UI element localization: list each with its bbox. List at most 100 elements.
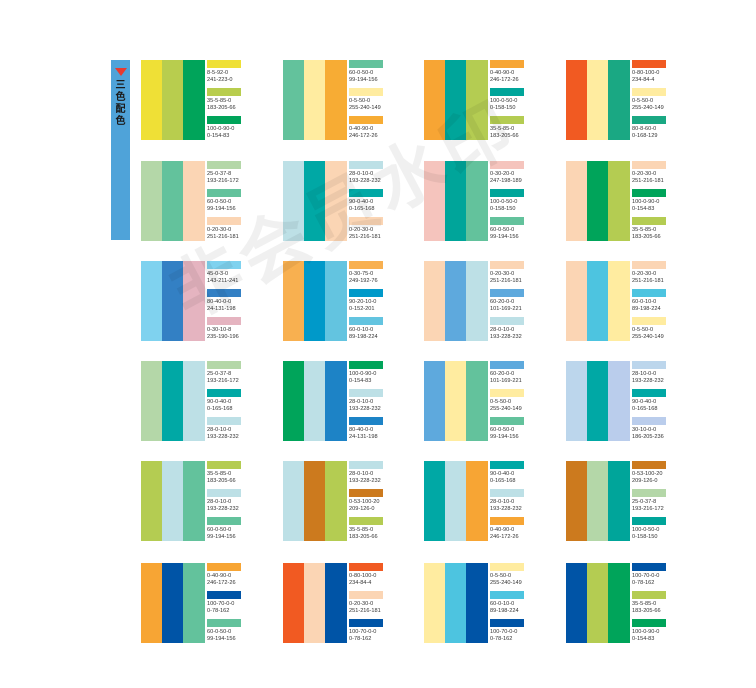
color-code: 60-0-50-0 99-194-156 xyxy=(349,70,378,84)
color-code: 0-40-90-0 246-172-26 xyxy=(490,527,519,541)
color-stripe xyxy=(141,563,162,643)
color-code: 100-0-50-0 0-158-150 xyxy=(490,199,518,213)
color-swatch xyxy=(207,261,241,269)
color-code: 90-0-40-0 0-165-168 xyxy=(207,399,233,413)
color-code: 60-0-50-0 99-194-156 xyxy=(207,629,236,643)
color-stripe xyxy=(162,161,183,241)
color-code: 90-0-40-0 0-165-168 xyxy=(349,199,375,213)
color-swatch xyxy=(632,619,666,627)
color-swatch xyxy=(632,217,666,225)
color-stripe xyxy=(608,60,630,140)
palette-card: 0-30-20-0 247-198-189 100-0-50-0 0-158-15… xyxy=(424,161,524,241)
color-stripe xyxy=(587,60,608,140)
color-stripe xyxy=(162,563,183,643)
color-code: 35-5-85-0 183-205-66 xyxy=(632,601,661,615)
color-swatch xyxy=(349,591,383,599)
color-stripe xyxy=(283,261,304,341)
color-swatch xyxy=(490,261,524,269)
color-stripe xyxy=(608,563,630,643)
color-code: 100-0-90-0 0-154-83 xyxy=(349,371,377,385)
color-stripe xyxy=(141,161,162,241)
palette-card: 25-0-37-8 193-216-172 90-0-40-0 0-165-168… xyxy=(141,361,241,441)
color-swatch xyxy=(207,289,241,297)
color-swatch xyxy=(490,489,524,497)
color-swatch xyxy=(207,417,241,425)
color-code: 100-70-0-0 0-78-162 xyxy=(207,601,235,615)
color-swatch xyxy=(349,461,383,469)
color-swatch xyxy=(207,461,241,469)
color-stripe xyxy=(183,461,205,541)
color-swatch xyxy=(349,60,383,68)
color-swatch xyxy=(349,563,383,571)
color-code: 60-0-50-0 99-194-156 xyxy=(207,527,236,541)
sidebar-tab: 三色配色 xyxy=(111,60,130,240)
color-stripe xyxy=(587,161,608,241)
color-stripe xyxy=(608,161,630,241)
color-code: 0-40-90-0 246-172-26 xyxy=(349,126,378,140)
palette-card: 100-70-0-0 0-78-162 35-5-85-0 183-205-66 1… xyxy=(566,563,666,643)
color-code: 35-5-85-0 183-205-66 xyxy=(349,527,378,541)
sidebar-label: 三色配色 xyxy=(115,80,126,127)
color-swatch xyxy=(207,563,241,571)
color-swatch xyxy=(490,619,524,627)
color-code: 35-5-85-0 183-205-66 xyxy=(632,227,661,241)
color-stripe xyxy=(445,60,466,140)
color-code: 0-40-90-0 246-172-26 xyxy=(207,573,236,587)
color-swatch xyxy=(490,317,524,325)
color-swatch xyxy=(632,591,666,599)
color-stripe xyxy=(424,60,445,140)
color-stripe xyxy=(424,563,445,643)
color-stripe xyxy=(183,60,205,140)
color-code: 100-0-50-0 0-158-150 xyxy=(490,98,518,112)
color-stripe xyxy=(445,361,466,441)
palette-card: 0-40-90-0 246-172-26 100-70-0-0 0-78-162 6… xyxy=(141,563,241,643)
palette-card: 60-20-0-0 101-169-221 0-5-50-0 255-240-14… xyxy=(424,361,524,441)
color-code: 28-0-10-0 193-228-232 xyxy=(490,327,522,341)
color-swatch xyxy=(490,289,524,297)
color-swatch xyxy=(490,361,524,369)
color-stripe xyxy=(162,361,183,441)
color-swatch xyxy=(632,116,666,124)
color-stripe xyxy=(445,261,466,341)
color-swatch xyxy=(207,389,241,397)
color-swatch xyxy=(632,317,666,325)
color-code: 0-80-100-0 234-84-4 xyxy=(632,70,660,84)
color-stripe xyxy=(424,361,445,441)
palette-card: 90-0-40-0 0-165-168 28-0-10-0 193-228-232… xyxy=(424,461,524,541)
color-swatch xyxy=(632,60,666,68)
color-stripe xyxy=(566,563,587,643)
color-code: 0-30-75-0 249-192-76 xyxy=(349,271,378,285)
color-swatch xyxy=(632,88,666,96)
color-code: 28-0-10-0 193-228-232 xyxy=(207,427,239,441)
color-stripe xyxy=(141,461,162,541)
color-swatch xyxy=(632,161,666,169)
color-stripe xyxy=(325,461,347,541)
color-swatch xyxy=(349,317,383,325)
color-code: 100-70-0-0 0-78-162 xyxy=(632,573,660,587)
color-code: 90-0-40-0 0-165-168 xyxy=(490,471,516,485)
color-swatch xyxy=(490,116,524,124)
color-code: 35-5-85-0 183-205-66 xyxy=(207,471,236,485)
color-code: 90-20-10-0 0-152-201 xyxy=(349,299,377,313)
color-code: 0-5-50-0 255-240-149 xyxy=(632,98,664,112)
color-swatch xyxy=(490,517,524,525)
color-code: 0-20-30-0 251-216-181 xyxy=(207,227,239,241)
color-stripe xyxy=(466,60,488,140)
color-code: 0-5-50-0 255-240-149 xyxy=(490,573,522,587)
palette-card: 0-53-100-20 209-126-0 25-0-37-8 193-216-1… xyxy=(566,461,666,541)
color-stripe xyxy=(608,361,630,441)
color-swatch xyxy=(207,189,241,197)
color-swatch xyxy=(349,619,383,627)
palette-card: 0-20-30-0 251-216-181 100-0-90-0 0-154-83… xyxy=(566,161,666,241)
palette-card: 0-20-30-0 251-216-181 60-20-0-0 101-169-2… xyxy=(424,261,524,341)
color-code: 80-40-0-0 24-131-198 xyxy=(207,299,236,313)
color-code: 0-30-10-8 235-190-196 xyxy=(207,327,239,341)
palette-card: 28-0-10-0 193-228-232 90-0-40-0 0-165-168… xyxy=(283,161,383,241)
color-code: 35-5-85-0 183-205-66 xyxy=(490,126,519,140)
color-code: 0-40-90-0 246-172-26 xyxy=(490,70,519,84)
color-stripe xyxy=(466,261,488,341)
color-code: 45-0-3-0 143-211-241 xyxy=(207,271,239,285)
color-stripe xyxy=(445,161,466,241)
color-stripe xyxy=(566,261,587,341)
color-swatch xyxy=(349,116,383,124)
